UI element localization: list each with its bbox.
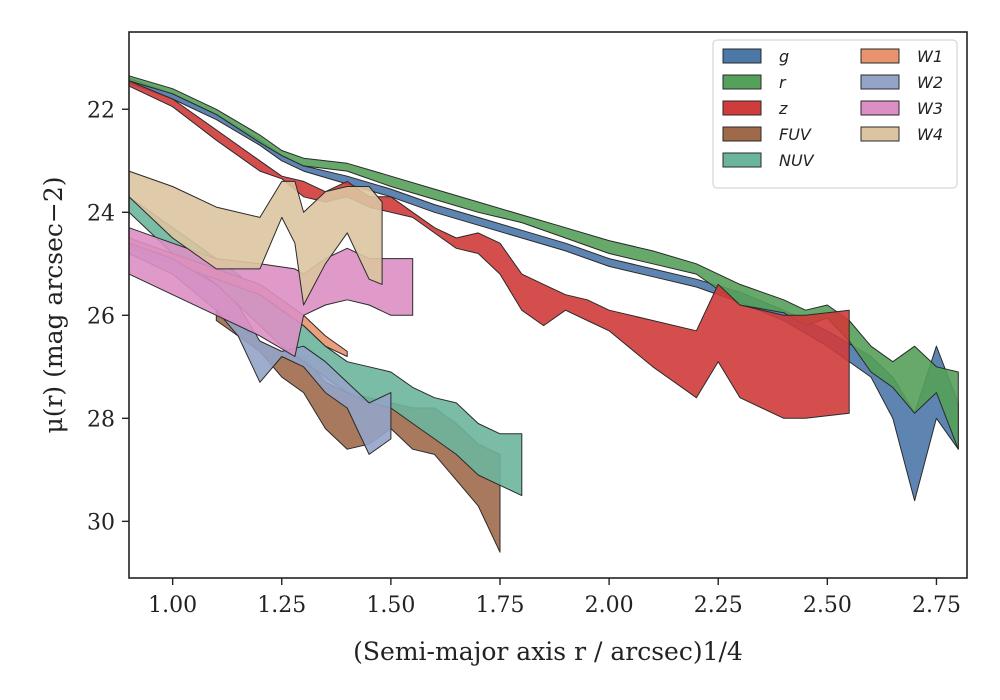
legend-label-g: g xyxy=(779,47,789,66)
legend-swatch-w4 xyxy=(860,126,900,142)
legend-label-w3: W3 xyxy=(917,99,943,118)
y-tick-label: 28 xyxy=(87,407,115,432)
legend-swatch-w3 xyxy=(860,100,900,116)
y-axis-label: μ(r) (mag arcsec−2) xyxy=(39,176,68,433)
legend: grz FUV NUV W1 W2 W3 W4 xyxy=(712,39,958,189)
legend-label-nuv: NUV xyxy=(779,151,815,170)
y-tick-label: 22 xyxy=(87,98,115,123)
legend-label-z: z xyxy=(778,99,788,118)
plot-frame xyxy=(128,31,968,579)
legend-label-w1: W1 xyxy=(917,47,943,66)
y-tick-label: 24 xyxy=(87,201,115,226)
legend-swatch-nuv xyxy=(722,152,762,168)
y-tick-label: 26 xyxy=(87,304,115,329)
legend-swatch-r xyxy=(722,74,762,90)
legend-label-w2: W2 xyxy=(917,73,943,92)
x-tick-label: 1.75 xyxy=(475,593,524,618)
x-tick-label: 2.25 xyxy=(694,593,743,618)
series-band-w4 xyxy=(128,170,383,306)
x-tick-label: 1.00 xyxy=(148,593,197,618)
legend-swatch-w1 xyxy=(860,48,900,64)
legend-label-r: r xyxy=(779,73,787,92)
legend-swatch-fuv xyxy=(722,126,762,142)
series-bands xyxy=(128,75,959,553)
legend-label-w4: W4 xyxy=(917,125,943,144)
x-tick-label: 2.00 xyxy=(585,593,634,618)
series-band-r xyxy=(128,75,959,450)
axis-ticks: 1.00 1.25 1.50 1.75 2.00 2.25 2.50 2.75 22 24 26 28… xyxy=(87,98,961,618)
legend-label-fuv: FUV xyxy=(779,125,812,144)
x-tick-label: 1.50 xyxy=(366,593,415,618)
legend-swatch-g xyxy=(722,48,762,64)
x-tick-label: 2.75 xyxy=(912,593,961,618)
legend-swatch-z xyxy=(722,100,762,116)
x-tick-label: 1.25 xyxy=(257,593,306,618)
x-tick-label: 2.50 xyxy=(803,593,852,618)
y-tick-label: 30 xyxy=(87,510,115,535)
x-axis-label: (Semi-major axis r / arcsec)1/4 xyxy=(353,637,743,666)
legend-swatch-w2 xyxy=(860,74,900,90)
